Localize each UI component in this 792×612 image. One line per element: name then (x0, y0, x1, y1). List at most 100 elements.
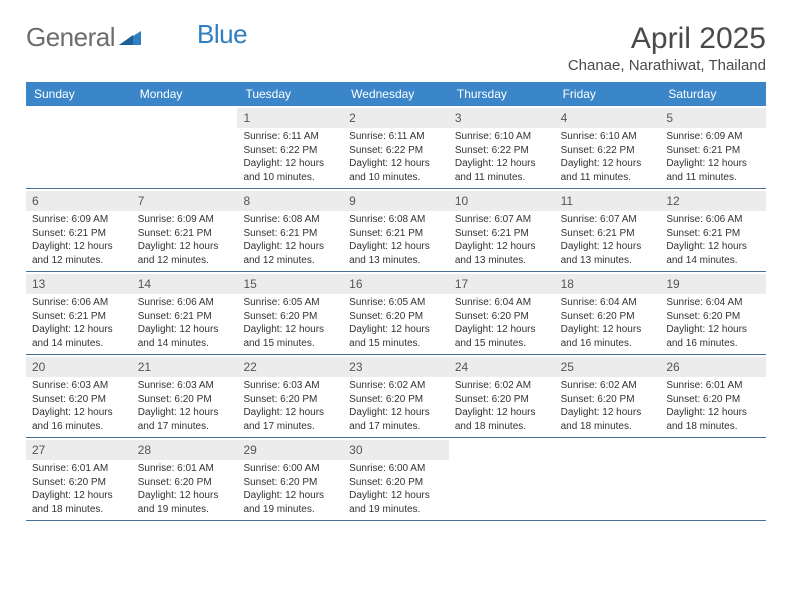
day-details: Sunrise: 6:00 AMSunset: 6:20 PMDaylight:… (243, 462, 337, 516)
day-number: 15 (243, 277, 256, 291)
sunset-text: Sunset: 6:21 PM (138, 227, 232, 241)
sunset-text: Sunset: 6:20 PM (455, 310, 549, 324)
day-details: Sunrise: 6:03 AMSunset: 6:20 PMDaylight:… (138, 379, 232, 433)
calendar-day: 30Sunrise: 6:00 AMSunset: 6:20 PMDayligh… (343, 438, 449, 520)
day-number: 4 (561, 111, 568, 125)
day-details: Sunrise: 6:09 AMSunset: 6:21 PMDaylight:… (666, 130, 760, 184)
calendar-day: 19 Sunrise: 6:04 AMSunset: 6:20 PMDayligh… (660, 272, 766, 354)
day-number-row: 10 (449, 191, 555, 211)
day-details: Sunrise: 6:11 AMSunset: 6:22 PMDaylight:… (243, 130, 337, 184)
daylight-text: Daylight: 12 hours and 17 minutes. (349, 406, 443, 433)
day-number-row: 25 (555, 357, 661, 377)
day-details: Sunrise: 6:03 AMSunset: 6:20 PMDaylight:… (243, 379, 337, 433)
day-number-row: 17 (449, 274, 555, 294)
day-number: 20 (32, 360, 45, 374)
sunrise-text: Sunrise: 6:00 AM (243, 462, 337, 476)
day-number: 26 (666, 360, 679, 374)
calendar-day: 9Sunrise: 6:08 AMSunset: 6:21 PMDaylight… (343, 189, 449, 271)
day-number: 19 (666, 277, 679, 291)
calendar-day: 17Sunrise: 6:04 AMSunset: 6:20 PMDayligh… (449, 272, 555, 354)
daylight-text: Daylight: 12 hours and 13 minutes. (561, 240, 655, 267)
day-number: 13 (32, 277, 45, 291)
day-details: Sunrise: 6:04 AMSunset: 6:20 PMDaylight:… (666, 296, 760, 350)
sunrise-text: Sunrise: 6:08 AM (243, 213, 337, 227)
weekday-header: Wednesday (343, 82, 449, 106)
sunset-text: Sunset: 6:21 PM (666, 144, 760, 158)
daylight-text: Daylight: 12 hours and 19 minutes. (349, 489, 443, 516)
topbar: General Blue April 2025 Chanae, Narathiw… (26, 22, 766, 74)
day-number: 10 (455, 194, 468, 208)
location: Chanae, Narathiwat, Thailand (568, 57, 766, 74)
calendar-day: 21Sunrise: 6:03 AMSunset: 6:20 PMDayligh… (132, 355, 238, 437)
day-number-row: 7 (132, 191, 238, 211)
day-number-row: 19 (660, 274, 766, 294)
sunset-text: Sunset: 6:20 PM (243, 310, 337, 324)
page: General Blue April 2025 Chanae, Narathiw… (0, 0, 792, 541)
day-number: 17 (455, 277, 468, 291)
day-number-row: 6 (26, 191, 132, 211)
day-number: 18 (561, 277, 574, 291)
calendar-day: 24Sunrise: 6:02 AMSunset: 6:20 PMDayligh… (449, 355, 555, 437)
sunset-text: Sunset: 6:21 PM (243, 227, 337, 241)
daylight-text: Daylight: 12 hours and 18 minutes. (666, 406, 760, 433)
day-details: Sunrise: 6:10 AMSunset: 6:22 PMDaylight:… (455, 130, 549, 184)
day-number-row: 9 (343, 191, 449, 211)
sunrise-text: Sunrise: 6:09 AM (138, 213, 232, 227)
day-number: 16 (349, 277, 362, 291)
sunset-text: Sunset: 6:20 PM (32, 476, 126, 490)
daylight-text: Daylight: 12 hours and 18 minutes. (455, 406, 549, 433)
sunrise-text: Sunrise: 6:07 AM (561, 213, 655, 227)
day-number-row: 16 (343, 274, 449, 294)
daylight-text: Daylight: 12 hours and 13 minutes. (349, 240, 443, 267)
sunrise-text: Sunrise: 6:11 AM (349, 130, 443, 144)
day-details: Sunrise: 6:07 AMSunset: 6:21 PMDaylight:… (455, 213, 549, 267)
weekday-header: Sunday (26, 82, 132, 106)
sunset-text: Sunset: 6:20 PM (243, 476, 337, 490)
calendar-day: 1Sunrise: 6:11 AMSunset: 6:22 PMDaylight… (237, 106, 343, 188)
daylight-text: Daylight: 12 hours and 16 minutes. (32, 406, 126, 433)
daylight-text: Daylight: 12 hours and 15 minutes. (349, 323, 443, 350)
daylight-text: Daylight: 12 hours and 18 minutes. (32, 489, 126, 516)
daylight-text: Daylight: 12 hours and 14 minutes. (666, 240, 760, 267)
calendar-day: 14Sunrise: 6:06 AMSunset: 6:21 PMDayligh… (132, 272, 238, 354)
day-number-row: 15 (237, 274, 343, 294)
sunrise-text: Sunrise: 6:01 AM (666, 379, 760, 393)
day-number-row: 20 (26, 357, 132, 377)
day-details: Sunrise: 6:04 AMSunset: 6:20 PMDaylight:… (561, 296, 655, 350)
sunrise-text: Sunrise: 6:08 AM (349, 213, 443, 227)
weekday-header: Thursday (449, 82, 555, 106)
day-number: 3 (455, 111, 462, 125)
day-details: Sunrise: 6:05 AMSunset: 6:20 PMDaylight:… (243, 296, 337, 350)
day-number-row: 26 (660, 357, 766, 377)
daylight-text: Daylight: 12 hours and 12 minutes. (138, 240, 232, 267)
daylight-text: Daylight: 12 hours and 17 minutes. (138, 406, 232, 433)
day-number: 23 (349, 360, 362, 374)
sunrise-text: Sunrise: 6:02 AM (561, 379, 655, 393)
weeks-container: 1Sunrise: 6:11 AMSunset: 6:22 PMDaylight… (26, 106, 766, 521)
sunrise-text: Sunrise: 6:10 AM (455, 130, 549, 144)
daylight-text: Daylight: 12 hours and 16 minutes. (666, 323, 760, 350)
sunset-text: Sunset: 6:20 PM (666, 310, 760, 324)
day-number-row: 11 (555, 191, 661, 211)
day-details: Sunrise: 6:02 AMSunset: 6:20 PMDaylight:… (561, 379, 655, 433)
day-details: Sunrise: 6:08 AMSunset: 6:21 PMDaylight:… (349, 213, 443, 267)
day-details: Sunrise: 6:05 AMSunset: 6:20 PMDaylight:… (349, 296, 443, 350)
calendar-day: 27Sunrise: 6:01 AMSunset: 6:20 PMDayligh… (26, 438, 132, 520)
day-details: Sunrise: 6:01 AMSunset: 6:20 PMDaylight:… (138, 462, 232, 516)
daylight-text: Daylight: 12 hours and 10 minutes. (243, 157, 337, 184)
daylight-text: Daylight: 12 hours and 17 minutes. (243, 406, 337, 433)
logo-mark-icon (119, 22, 143, 53)
day-number-row: 30 (343, 440, 449, 460)
calendar-empty-cell (449, 438, 555, 520)
day-number: 6 (32, 194, 39, 208)
sunrise-text: Sunrise: 6:10 AM (561, 130, 655, 144)
day-number-row: 21 (132, 357, 238, 377)
sunset-text: Sunset: 6:21 PM (561, 227, 655, 241)
daylight-text: Daylight: 12 hours and 11 minutes. (561, 157, 655, 184)
calendar-day: 15 Sunrise: 6:05 AMSunset: 6:20 PMDayligh… (237, 272, 343, 354)
weekday-header: Tuesday (237, 82, 343, 106)
calendar-empty-cell (26, 106, 132, 188)
sunset-text: Sunset: 6:20 PM (349, 393, 443, 407)
sunrise-text: Sunrise: 6:02 AM (349, 379, 443, 393)
day-number-row: 22 (237, 357, 343, 377)
